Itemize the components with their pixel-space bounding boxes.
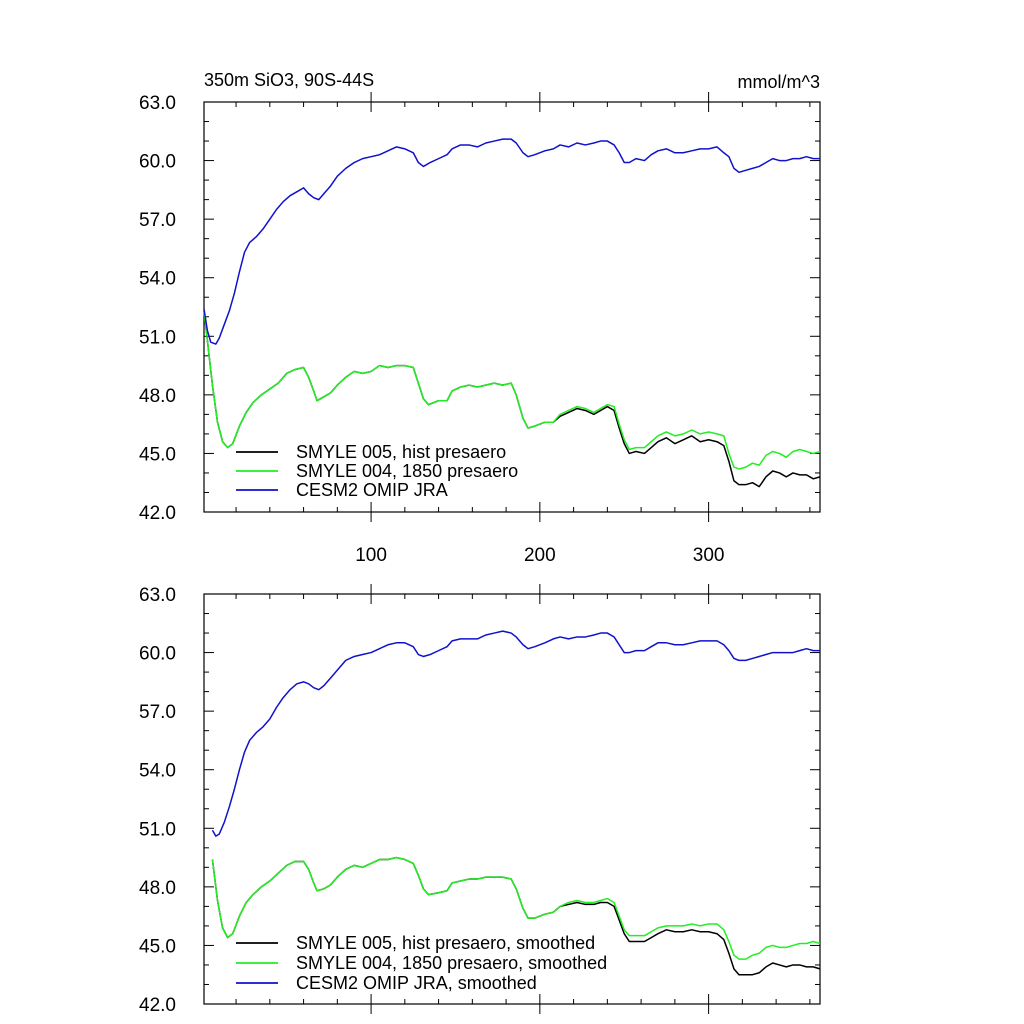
y-tick-label: 51.0 (139, 819, 176, 840)
y-tick-label: 63.0 (139, 585, 176, 606)
y-tick-label: 48.0 (139, 386, 176, 407)
series-line (203, 138, 820, 345)
y-tick-label: 42.0 (139, 503, 176, 524)
y-tick-label: 51.0 (139, 327, 176, 348)
y-tick-label: 45.0 (139, 444, 176, 465)
legend-label: CESM2 OMIP JRA, smoothed (296, 973, 537, 993)
y-tick-label: 63.0 (139, 93, 176, 114)
series-line (203, 310, 821, 470)
y-tick-label: 60.0 (139, 644, 176, 665)
plot-frame (203, 593, 821, 1005)
legend-label: SMYLE 004, 1850 presaero, smoothed (296, 953, 607, 973)
legend-label: CESM2 OMIP JRA (296, 480, 448, 500)
x-tick-label: 200 (524, 545, 556, 566)
y-tick-label: 57.0 (139, 702, 176, 723)
chart-title: 350m SiO3, 90S-44S (204, 70, 374, 90)
y-tick-label: 45.0 (139, 936, 176, 957)
series-line (211, 856, 821, 960)
bottom-panel: 42.0 45.0 48.0 51.0 54.0 57.0 60.0 63.0 SMYLE 00… (139, 584, 821, 1016)
legend-label: SMYLE 004, 1850 presaero (296, 461, 518, 481)
y-tick-label: 48.0 (139, 878, 176, 899)
x-tick-label: 100 (355, 545, 387, 566)
y-tick-label: 60.0 (139, 152, 176, 173)
plot-frame (203, 101, 821, 513)
y-tick-label: 57.0 (139, 210, 176, 231)
top-panel: 42.0 45.0 48.0 51.0 54.0 57.0 60.0 63.0 100 200 30… (139, 92, 821, 566)
legend-label: SMYLE 005, hist presaero (296, 442, 506, 462)
series-line (211, 630, 820, 837)
y-tick-label: 54.0 (139, 269, 176, 290)
chart-units-label: mmol/m^3 (738, 72, 820, 92)
x-tick-label: 300 (693, 545, 725, 566)
y-tick-label: 54.0 (139, 761, 176, 782)
legend-label: SMYLE 005, hist presaero, smoothed (296, 933, 595, 953)
y-tick-label: 42.0 (139, 995, 176, 1016)
